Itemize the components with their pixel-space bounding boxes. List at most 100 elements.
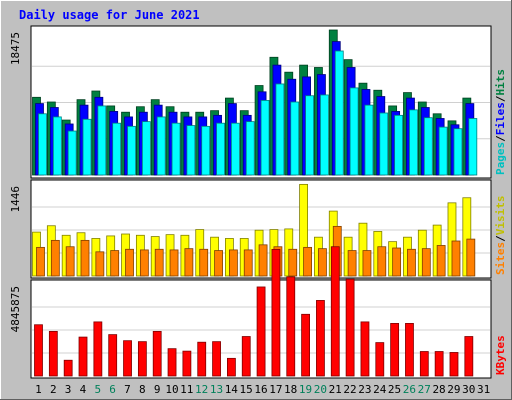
x-tick-label: 6 (109, 383, 116, 396)
x-tick-label: 7 (124, 383, 131, 396)
bar-pages-day-29 (453, 128, 463, 176)
bar-kbytes-day-2 (48, 330, 58, 377)
x-tick-label: 1 (35, 383, 42, 396)
bar-pages-day-5 (97, 105, 107, 176)
bar-kbytes-day-14 (227, 357, 236, 377)
bar-sites-day-1 (36, 246, 45, 277)
bar-pages-day-2 (52, 116, 62, 176)
bar-kbytes-day-9 (152, 330, 162, 377)
bar-kbytes-day-18 (286, 276, 296, 377)
bar-pages-day-30 (468, 118, 478, 176)
x-tick-label: 30 (462, 383, 475, 396)
bar-pages-day-16 (260, 100, 270, 176)
x-tick-label: 25 (388, 383, 401, 396)
bar-kbytes-day-8 (137, 341, 147, 377)
bar-pages-day-17 (275, 83, 285, 176)
x-tick-label: 24 (373, 383, 387, 396)
bar-kbytes-day-7 (123, 340, 132, 377)
legend-kbytes: KBytes (494, 335, 507, 375)
bar-pages-day-20 (320, 94, 329, 176)
bar-pages-day-1 (38, 113, 47, 176)
x-tick-label: 16 (254, 383, 267, 396)
bar-sites-day-9 (154, 248, 164, 277)
panel-visits-sites: 1446 Sites/Visits (9, 179, 507, 279)
legend-visits-sites: Sites/Visits (494, 196, 507, 276)
bar-pages-day-4 (82, 118, 92, 176)
legend-item: Visits (494, 196, 507, 236)
bar-sites-day-19 (303, 246, 312, 277)
bar-kbytes-day-6 (108, 334, 118, 377)
bar-pages-day-13 (216, 122, 225, 176)
bar-sites-day-15 (243, 249, 253, 277)
x-tick-label: 28 (432, 383, 445, 396)
legend-item: / (494, 95, 507, 102)
x-tick-label: 12 (195, 383, 208, 396)
x-tick-label: 27 (418, 383, 431, 396)
x-tick-label: 19 (299, 383, 312, 396)
legend-item: / (494, 235, 507, 242)
bar-sites-day-10 (169, 249, 179, 277)
legend-item: Hits (494, 69, 507, 96)
bar-pages-day-24 (379, 112, 389, 176)
bar-pages-day-21 (334, 50, 344, 176)
legend-item: Pages (494, 142, 507, 175)
bar-pages-day-14 (231, 122, 240, 176)
bar-kbytes-day-13 (212, 341, 221, 377)
bar-pages-day-27 (423, 117, 433, 176)
x-tick-label: 10 (165, 383, 178, 396)
bar-sites-day-18 (288, 248, 298, 277)
x-tick-label: 20 (314, 383, 327, 396)
x-tick-label: 11 (180, 383, 193, 396)
bar-pages-day-9 (156, 116, 166, 176)
bar-kbytes-day-28 (434, 351, 444, 377)
bar-pages-day-18 (290, 101, 300, 176)
x-tick-label: 3 (65, 383, 72, 396)
bar-sites-day-30 (466, 238, 476, 277)
bar-pages-day-7 (127, 125, 136, 176)
bar-kbytes-day-25 (390, 323, 400, 377)
bar-pages-day-3 (67, 130, 77, 176)
bar-kbytes-day-4 (78, 336, 88, 377)
x-tick-label: 26 (403, 383, 416, 396)
x-tick-label: 13 (210, 383, 223, 396)
bar-sites-day-13 (214, 250, 223, 277)
x-tick-label: 15 (240, 383, 253, 396)
x-tick-label: 2 (50, 383, 57, 396)
legend-item: KBytes (494, 335, 507, 375)
bar-sites-day-7 (125, 248, 134, 277)
x-tick-label: 31 (477, 383, 490, 396)
bar-kbytes-day-16 (256, 286, 266, 377)
bar-sites-day-20 (318, 248, 327, 277)
bar-sites-day-3 (65, 246, 75, 277)
bar-sites-day-25 (392, 247, 402, 277)
bar-pages-day-19 (305, 95, 314, 176)
bar-pages-day-28 (438, 126, 448, 176)
panel-kbytes: 4845875 KBytes (9, 246, 507, 379)
bar-sites-day-14 (229, 249, 238, 277)
bar-kbytes-day-20 (316, 300, 325, 377)
bar-pages-day-6 (112, 122, 122, 176)
bar-pages-day-23 (364, 104, 374, 176)
x-tick-label: 17 (269, 383, 282, 396)
bar-pages-day-26 (409, 109, 418, 176)
bar-pages-day-11 (186, 125, 196, 176)
bar-pages-day-15 (245, 121, 255, 176)
bar-sites-day-8 (139, 249, 149, 277)
bar-kbytes-day-30 (464, 336, 474, 377)
legend-item: Sites (494, 242, 507, 275)
bar-kbytes-day-23 (360, 321, 370, 377)
bar-sites-day-24 (377, 246, 387, 277)
bar-kbytes-day-1 (34, 324, 43, 377)
bar-sites-day-12 (199, 248, 209, 277)
bar-kbytes-day-24 (375, 342, 385, 377)
bar-kbytes-day-15 (241, 336, 251, 377)
x-tick-label: 22 (343, 383, 356, 396)
y-max-label: 1446 (9, 186, 22, 213)
bar-sites-day-29 (451, 240, 461, 277)
bar-kbytes-day-12 (197, 341, 207, 377)
bar-kbytes-day-27 (419, 351, 429, 377)
y-max-label: 18475 (9, 32, 22, 65)
bar-sites-day-2 (50, 239, 60, 277)
bar-kbytes-day-17 (271, 248, 281, 377)
